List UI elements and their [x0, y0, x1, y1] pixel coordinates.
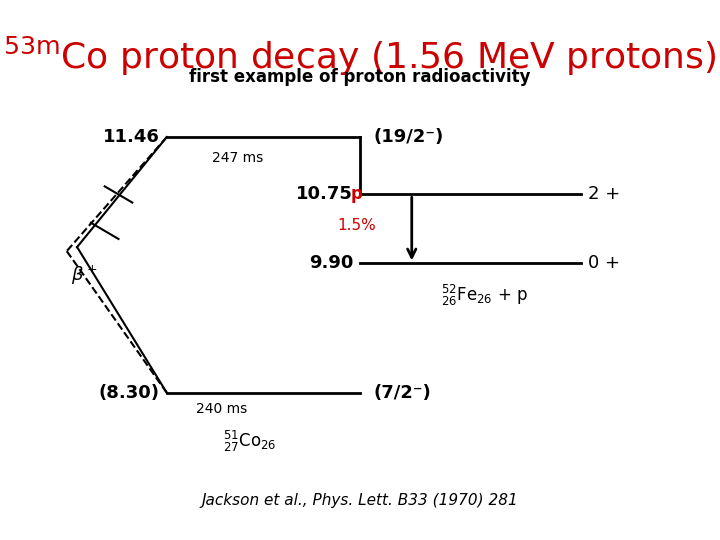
Text: 1.5%: 1.5% — [337, 218, 376, 233]
Text: (7/2⁻): (7/2⁻) — [374, 384, 431, 402]
Text: Jackson et al., Phys. Lett. B33 (1970) 281: Jackson et al., Phys. Lett. B33 (1970) 2… — [202, 492, 518, 508]
Text: $^{51}_{27}$Co$_{26}$: $^{51}_{27}$Co$_{26}$ — [223, 429, 276, 454]
Text: $\beta^+$: $\beta^+$ — [71, 264, 97, 287]
Text: 2 +: 2 + — [588, 185, 620, 204]
Text: 0 +: 0 + — [588, 254, 620, 272]
Text: 11.46: 11.46 — [103, 128, 160, 146]
Text: 247 ms: 247 ms — [212, 151, 263, 165]
Text: (19/2⁻): (19/2⁻) — [374, 128, 444, 146]
Text: 10.75: 10.75 — [296, 185, 353, 204]
Text: (8.30): (8.30) — [99, 384, 160, 402]
Text: first example of proton radioactivity: first example of proton radioactivity — [189, 68, 531, 85]
Text: 240 ms: 240 ms — [197, 402, 248, 416]
Text: $^{52}_{26}$Fe$_{26}$ + p: $^{52}_{26}$Fe$_{26}$ + p — [441, 283, 528, 308]
Text: $^{\mathregular{53m}}$Co proton decay (1.56 MeV protons): $^{\mathregular{53m}}$Co proton decay (1… — [4, 35, 716, 78]
Text: 9.90: 9.90 — [309, 254, 353, 272]
Text: p: p — [351, 185, 362, 204]
